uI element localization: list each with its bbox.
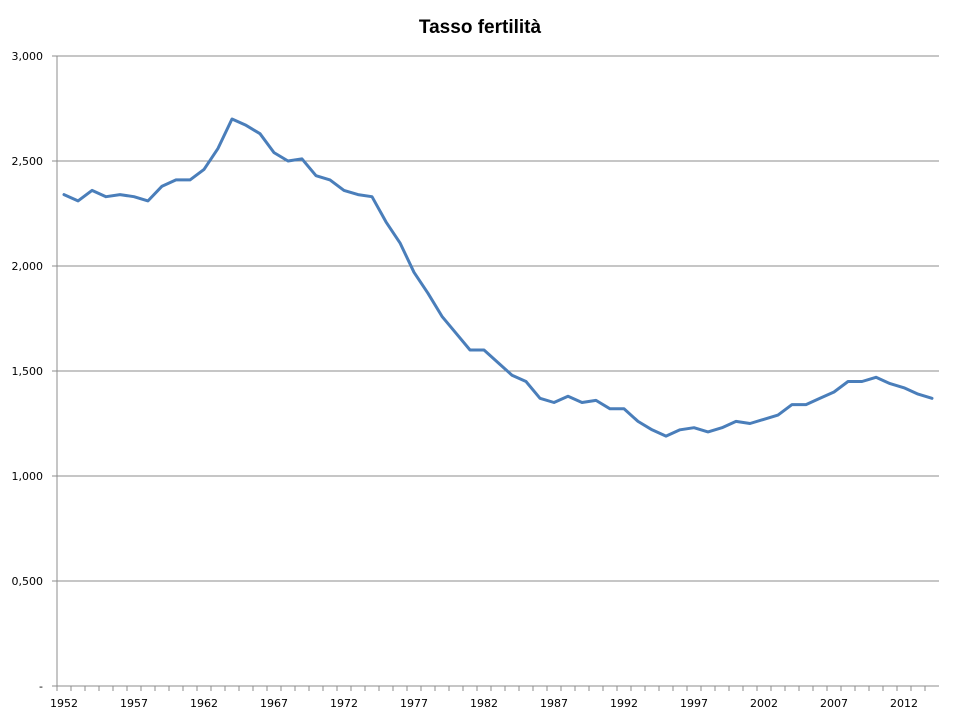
y-tick-label: 0,500 <box>12 575 44 588</box>
x-tick-label: 1962 <box>190 697 218 710</box>
x-tick-label: 1982 <box>470 697 498 710</box>
chart-title: Tasso fertilità <box>419 17 542 38</box>
x-tick-label: 1952 <box>50 697 78 710</box>
x-tick-label: 1992 <box>610 697 638 710</box>
series-line-0 <box>62 117 934 438</box>
x-tick-label: 1967 <box>260 697 288 710</box>
y-tick-label: 1,500 <box>12 365 44 378</box>
y-tick-label: 3,000 <box>12 50 44 63</box>
x-tick-label: 2002 <box>750 697 778 710</box>
gridlines <box>57 55 939 582</box>
y-axis-tick-labels: - 0,500 1,000 1,500 2,000 2,500 3,000 <box>12 50 44 693</box>
x-tick-label: 2012 <box>890 697 918 710</box>
x-tick-label: 1997 <box>680 697 708 710</box>
x-tick-label: 1972 <box>330 697 358 710</box>
y-tick-label: 2,000 <box>12 260 44 273</box>
axes <box>52 55 939 691</box>
x-axis-tick-labels: 1952 1957 1962 1967 1972 1977 1982 1987 1992 1997… <box>50 697 918 710</box>
x-tick-label: 1987 <box>540 697 568 710</box>
y-tick-label: 1,000 <box>12 470 44 483</box>
y-tick-label: - <box>39 680 43 693</box>
series-layer <box>62 117 934 438</box>
x-tick-label: 1957 <box>120 697 148 710</box>
x-tick-label: 1977 <box>400 697 428 710</box>
y-tick-label: 2,500 <box>12 155 44 168</box>
x-tick-label: 2007 <box>820 697 848 710</box>
